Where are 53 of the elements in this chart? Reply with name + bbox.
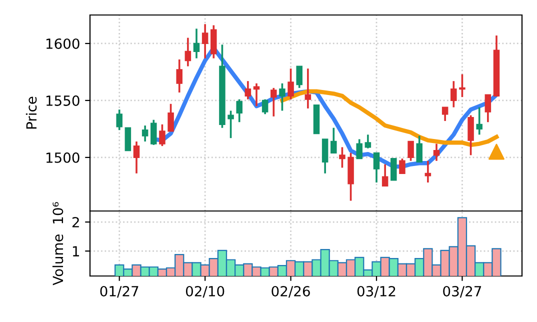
candlestick [399, 158, 406, 174]
candlestick [416, 134, 422, 163]
x-tick-label: 01/27 [100, 286, 138, 298]
candlestick [116, 108, 122, 131]
x-tick-label: 03/12 [357, 286, 396, 298]
x-tick-label: 02/10 [186, 286, 224, 298]
candlestick [244, 80, 252, 100]
candlestick [279, 82, 286, 112]
candlestick [364, 134, 372, 150]
candlestick [408, 140, 414, 162]
candlestick [253, 82, 260, 108]
candlestick [193, 28, 200, 60]
candlestick [184, 36, 192, 68]
y-axis-title: Volume 10⁶ [52, 202, 64, 286]
y-tick-label: 1600 [46, 38, 80, 49]
y-axis-title: Price [26, 96, 37, 129]
candlestick [433, 142, 440, 162]
candlestick [133, 140, 140, 174]
candlestick [270, 87, 277, 118]
candlestick [450, 80, 457, 108]
y-tick-label: 1 [72, 246, 79, 256]
candlestick [468, 114, 474, 156]
candlestick [459, 73, 466, 98]
candlestick [168, 102, 174, 132]
candlestick [159, 123, 166, 147]
candlestick [124, 127, 132, 152]
candlestick [176, 58, 182, 94]
candlestick [442, 106, 448, 122]
x-tick-label: 02/26 [272, 286, 310, 298]
candlestick [373, 152, 380, 184]
candlestick [382, 163, 388, 187]
candlestick [356, 138, 362, 160]
candlestick [304, 68, 312, 110]
candlestick [236, 98, 242, 124]
candlestick [288, 68, 294, 100]
candlestick [210, 24, 217, 60]
candlestick [228, 110, 234, 139]
candlestick [484, 94, 492, 124]
y-tick-label: 1550 [46, 95, 80, 106]
candlestick [424, 160, 432, 184]
candlestick [150, 118, 157, 146]
candlestick [296, 65, 302, 89]
candlestick [476, 106, 482, 136]
candlestick [142, 124, 148, 142]
y-tick-label: 1500 [46, 152, 80, 163]
candlestick [339, 146, 346, 169]
candlestick [202, 23, 208, 60]
candlestick [330, 126, 337, 154]
x-tick-label: 03/27 [443, 286, 482, 298]
candlestick [262, 98, 268, 116]
y-tick-label: 2 [72, 216, 79, 228]
candlestick [322, 138, 328, 174]
candlestick [390, 158, 397, 181]
